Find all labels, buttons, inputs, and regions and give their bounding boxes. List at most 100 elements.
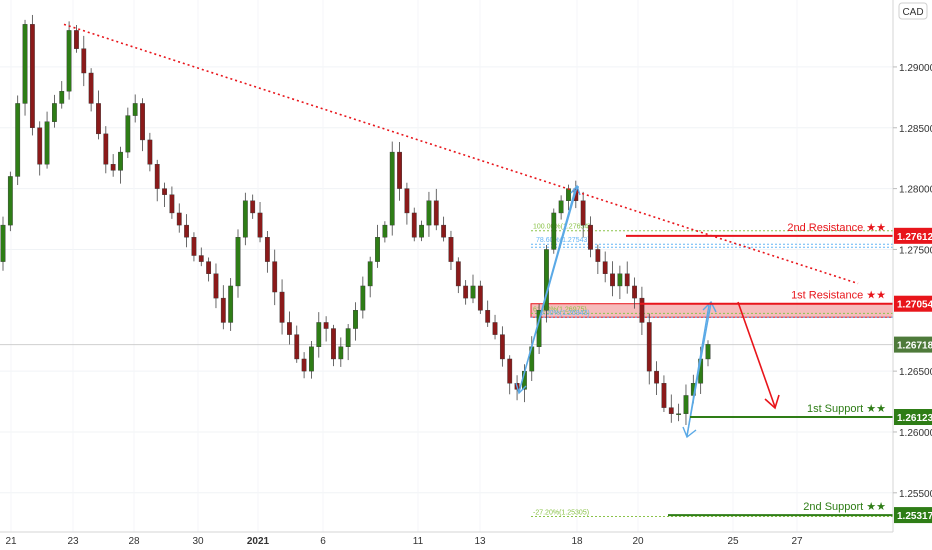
candle-body (566, 188, 571, 201)
candle-body (411, 212, 417, 238)
price-axis[interactable]: 1.29000 1.28500 1.28000 1.27500 1.26500 1.260… (892, 0, 932, 532)
candle-body (118, 151, 123, 171)
price-tick-label: 1.26500 (899, 367, 932, 378)
candle-body (287, 322, 292, 335)
candle-body (323, 322, 329, 329)
candle-body (103, 133, 109, 165)
candle-body (162, 188, 167, 195)
candle-body (22, 24, 28, 104)
candle-body (294, 334, 300, 360)
candle-body (463, 285, 469, 299)
candle-body (0, 224, 6, 262)
price-tick-label: 1.28000 (899, 185, 932, 196)
candle-body (191, 237, 197, 256)
candle-body (455, 261, 461, 287)
candle-body (632, 285, 637, 299)
candle-body (477, 285, 483, 311)
candle-body (588, 224, 593, 250)
candle-body (15, 103, 21, 177)
candle-body (213, 273, 219, 299)
candle-body (544, 249, 549, 311)
price-tag-r1 (894, 295, 932, 312)
candle-body (96, 103, 101, 135)
price-tick-label: 1.27500 (899, 245, 932, 256)
candlestick-series (0, 14, 711, 425)
candle-body (228, 285, 234, 323)
candle-body (206, 261, 212, 274)
fibonacci-layer: 100.00%(1.27654) 78.60%(1.27543) 61.80%(1.… (531, 224, 893, 518)
candle-body (220, 297, 226, 323)
fib-label-f_272: -27.20%(1.25305) (533, 510, 589, 517)
candle-body (264, 237, 270, 262)
candle-body (44, 121, 50, 165)
candle-body (558, 200, 564, 214)
candle-body (184, 224, 189, 238)
fib-label-f618: 61.80%(1.26975) (533, 306, 587, 313)
candle-body (419, 224, 424, 238)
candle-body (367, 261, 373, 287)
candle-body (470, 285, 476, 299)
candle-body (389, 151, 395, 226)
projection-arrow-up-head (702, 300, 717, 313)
projection-arrow-down (686, 304, 710, 437)
candle-body (309, 346, 314, 372)
fib-label-f50: 50.00%(1.26943) (536, 310, 590, 317)
candle-body (617, 273, 623, 287)
candle-body (580, 200, 586, 226)
candle-body (338, 346, 344, 360)
candle-body (301, 358, 307, 372)
candle-body (331, 328, 336, 360)
candle-body (485, 310, 491, 323)
price-tag-label-s2: 1.25317 (897, 511, 932, 522)
candle-body (272, 261, 278, 293)
analysis-drawings (63, 23, 859, 439)
price-tag-s2 (894, 507, 932, 524)
candle-body (602, 261, 608, 274)
support-resistance-levels: 2nd Resistance ★★ 1st Resistance ★★ 1st Su… (626, 222, 893, 517)
candle-body (250, 200, 256, 214)
time-tick-label: 18 (571, 536, 583, 547)
fib-label-f100: 100.00%(1.27654) (533, 224, 591, 231)
candle-body (125, 115, 131, 153)
candle-body (353, 310, 358, 329)
candle-body (448, 237, 454, 262)
price-tick-label: 1.25500 (899, 489, 932, 500)
candle-body (610, 273, 615, 287)
last-price-tag-label: 1.26718 (897, 341, 932, 352)
candle-body (37, 127, 43, 165)
candle-body (705, 344, 711, 360)
time-tick-label: 11 (413, 536, 424, 547)
projection-arrow-down-head (682, 426, 697, 439)
bearish-projection-arrow (737, 301, 776, 408)
candle-body (110, 164, 116, 171)
candle-body (279, 291, 285, 323)
time-tick-label: 28 (128, 536, 140, 547)
time-axis[interactable]: 21 23 28 30 2021 6 11 13 18 20 25 27 (0, 531, 893, 547)
level-label-s1: 1st Support ★★ (807, 403, 886, 415)
price-tag-s1 (894, 409, 932, 426)
candle-body (646, 322, 652, 372)
impulse-arrow-down-head (515, 382, 527, 395)
level-label-r1: 1st Resistance ★★ (791, 290, 886, 302)
candle-body (360, 285, 366, 311)
candle-body (140, 103, 145, 141)
price-tags: 1.27612 1.27054 1.26123 1.25317 1.26718 (894, 227, 932, 524)
candle-body (492, 322, 498, 335)
candle-body (345, 328, 351, 347)
price-tag-label-r1: 1.27054 (897, 300, 932, 311)
candle-body (661, 383, 667, 408)
candle-body (441, 224, 447, 238)
candle-body (668, 407, 674, 414)
candle-body (169, 194, 175, 214)
candle-body (88, 72, 94, 104)
candle-body (404, 188, 410, 214)
time-tick-label: 13 (474, 536, 486, 547)
currency-badge[interactable]: CAD (898, 2, 928, 20)
time-tick-label: 6 (320, 536, 326, 547)
candle-body (242, 200, 248, 238)
bearish-projection-arrow-head (764, 394, 780, 410)
candle-body (397, 151, 402, 189)
price-tag-label-r2: 1.27612 (897, 232, 932, 243)
candle-body (198, 255, 204, 262)
